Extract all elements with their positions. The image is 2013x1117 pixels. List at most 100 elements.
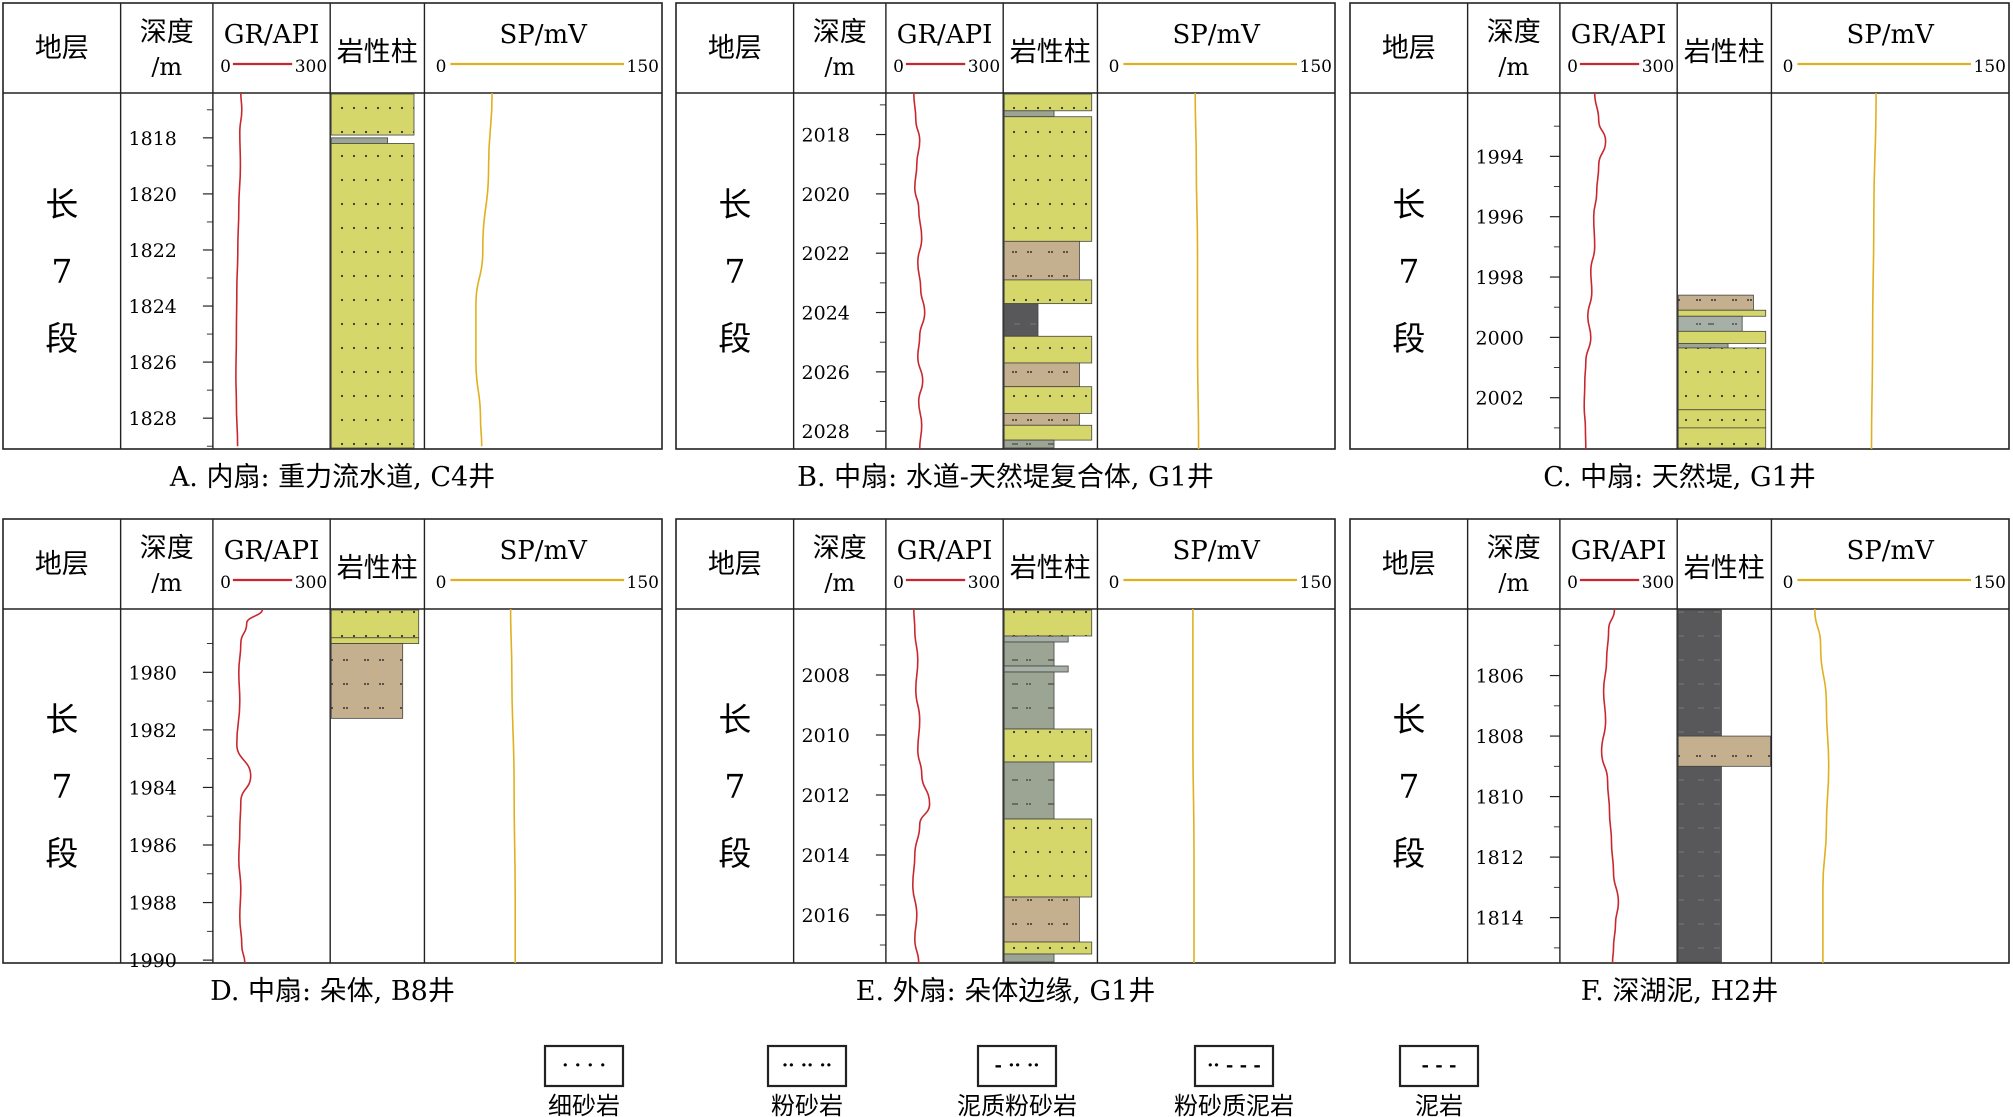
gr-scale-min: 0 <box>220 573 231 593</box>
legend-item-siltstone: ·· ·· ·· 粉砂岩 <box>766 1044 848 1117</box>
legend-swatch <box>976 1044 1058 1088</box>
header-depth-unit: /m <box>151 569 182 597</box>
lith-bed-fine_sand <box>330 93 415 136</box>
depth-tick-label: 1988 <box>129 893 177 915</box>
header-depth: 深度 <box>813 17 867 48</box>
legend-swatch <box>766 1044 848 1088</box>
panel-B: 地层 深度/m GR/API 0 300 岩性柱 SP/mV 0 150 长 7 段 2018 2020 2… <box>675 2 1336 493</box>
panel-F: 地层 深度/m GR/API 0 300 岩性柱 SP/mV 0 150 长 7 段 1806 1808 1… <box>1349 518 2010 1007</box>
header-sp: SP/mV <box>1846 20 1935 50</box>
lith-bed-fine_sand <box>1003 335 1093 364</box>
panel-E: 地层 深度/m GR/API 0 300 岩性柱 SP/mV 0 150 长 7 段 2008 2010 2… <box>675 518 1336 1007</box>
lith-bed-siltstone <box>1003 240 1080 281</box>
lith-bed-muddy_silt <box>1003 641 1055 667</box>
sp-curve <box>475 92 493 447</box>
gr-scale-min: 0 <box>1567 573 1578 593</box>
lith-bed-fine_sand <box>1677 427 1767 449</box>
depth-tick-label: 1986 <box>129 835 177 857</box>
strata-label-char: 长 <box>718 700 751 739</box>
sp-curve <box>509 608 516 963</box>
gr-scale-max: 300 <box>295 57 327 77</box>
depth-tick-label: 1984 <box>129 777 177 799</box>
strata-label-char: 段 <box>718 834 751 873</box>
header-lithology: 岩性柱 <box>337 37 418 68</box>
header-sp: SP/mV <box>1846 536 1935 566</box>
sp-scale-max: 150 <box>1300 573 1332 593</box>
legend-label: 泥质粉砂岩 <box>957 1092 1077 1117</box>
depth-tick-label: 1824 <box>129 296 177 318</box>
legend-label: 粉砂质泥岩 <box>1174 1092 1294 1117</box>
legend-swatch <box>1398 1044 1480 1088</box>
legend-symbol: - ·· ·· <box>994 1055 1039 1076</box>
legend-label: 泥岩 <box>1415 1092 1463 1117</box>
lith-bed-muddy_silt <box>1003 761 1055 820</box>
strata-label-char: 长 <box>45 185 78 224</box>
depth-tick-label: 1996 <box>1476 207 1524 229</box>
gr-scale-max: 300 <box>1642 57 1674 77</box>
gr-scale-min: 0 <box>220 57 231 77</box>
legend-symbol: ·· ·· ·· <box>782 1055 832 1076</box>
gr-scale-max: 300 <box>1642 573 1674 593</box>
legend-swatch <box>543 1044 625 1088</box>
gr-curve <box>913 92 926 450</box>
header-strata: 地层 <box>35 549 89 580</box>
legend-symbol: ·· - - - <box>1207 1055 1261 1076</box>
legend-item-fine_sand: · · · · 细砂岩 <box>543 1044 625 1117</box>
header-sp: SP/mV <box>1172 536 1261 566</box>
strata-label-char: 7 <box>51 252 72 291</box>
panel-frame <box>1349 518 2010 964</box>
depth-tick-label: 1998 <box>1476 267 1524 289</box>
header-depth-unit: /m <box>824 569 855 597</box>
lith-bed-siltstone <box>1677 735 1771 767</box>
lith-bed-fine_sand <box>1003 386 1093 414</box>
lith-bed-muddy_silt <box>1003 671 1055 730</box>
lith-bed-fine_sand <box>1003 728 1093 763</box>
header-gr: GR/API <box>1571 536 1667 566</box>
depth-tick-label: 1980 <box>129 662 177 684</box>
sp-curve <box>1814 608 1830 963</box>
sp-scale-min: 0 <box>436 57 447 77</box>
strata-label-char: 7 <box>1398 252 1419 291</box>
header-gr: GR/API <box>897 20 993 50</box>
legend-item-silty_mud: ·· - - - 粉砂质泥岩 <box>1174 1044 1294 1117</box>
header-lithology: 岩性柱 <box>337 553 418 584</box>
lith-bed-fine_sand <box>330 609 420 639</box>
depth-tick-label: 2000 <box>1476 327 1524 349</box>
lith-bed-fine_sand <box>330 637 420 644</box>
header-depth: 深度 <box>1487 533 1541 564</box>
lith-bed-siltstone <box>330 643 404 719</box>
header-lithology: 岩性柱 <box>1010 553 1091 584</box>
lith-bed-silty_mud <box>1003 635 1069 643</box>
gr-scale-min: 0 <box>893 57 904 77</box>
header-depth-unit: /m <box>151 53 182 81</box>
panel-frame <box>2 2 663 450</box>
sp-scale-max: 150 <box>1974 57 2006 77</box>
lith-bed-silty_mud <box>1677 315 1743 332</box>
lith-bed-fine_sand <box>1677 347 1767 411</box>
depth-tick-label: 1806 <box>1476 666 1524 688</box>
lith-bed-mudstone <box>1003 303 1039 337</box>
lith-bed-mudstone <box>1677 609 1722 737</box>
sp-curve <box>1194 92 1200 450</box>
depth-tick-label: 2026 <box>802 362 850 384</box>
strata-label-char: 7 <box>51 767 72 806</box>
lith-bed-muddy_silt <box>1677 343 1729 349</box>
strata-label-char: 7 <box>1398 767 1419 806</box>
sp-scale-min: 0 <box>436 573 447 593</box>
header-gr: GR/API <box>224 20 320 50</box>
lith-bed-muddy_silt <box>1003 953 1055 963</box>
sp-scale-max: 150 <box>1300 57 1332 77</box>
sp-scale-min: 0 <box>1109 57 1120 77</box>
depth-tick-label: 1982 <box>129 720 177 742</box>
header-depth: 深度 <box>1487 17 1541 48</box>
header-depth: 深度 <box>140 533 194 564</box>
header-depth-unit: /m <box>1498 569 1529 597</box>
depth-tick-label: 1810 <box>1476 787 1524 809</box>
depth-tick-label: 2012 <box>802 785 850 807</box>
panel-caption: D. 中扇: 朵体, B8井 <box>210 976 455 1007</box>
header-lithology: 岩性柱 <box>1010 37 1091 68</box>
depth-tick-label: 1808 <box>1476 726 1524 748</box>
depth-tick-label: 2024 <box>802 303 850 325</box>
